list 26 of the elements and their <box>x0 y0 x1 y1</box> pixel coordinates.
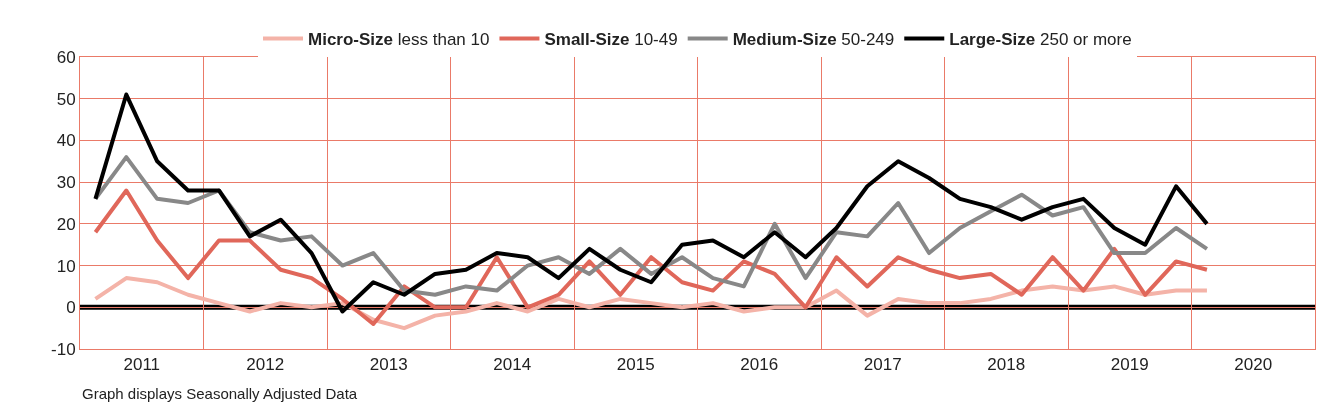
x-tick-label: 2012 <box>246 355 285 375</box>
line-series <box>93 276 1209 331</box>
x-tick-label: 2015 <box>616 355 655 375</box>
y-tick-label: 0 <box>66 298 76 318</box>
x-tick-label: 2017 <box>863 355 902 375</box>
y-tick-label: 10 <box>56 256 76 276</box>
legend-label: Large-Size 250 or more <box>949 30 1132 50</box>
y-tick-label: -10 <box>51 339 76 359</box>
x-tick-label: 2011 <box>123 355 161 375</box>
x-tick-label: 2016 <box>740 355 779 375</box>
legend-label: Small-Size 10-49 <box>544 30 678 50</box>
y-tick-label: 40 <box>56 131 76 151</box>
legend-label: Medium-Size 50-249 <box>732 30 895 50</box>
y-tick-label: 30 <box>56 173 76 193</box>
x-tick-label: 2014 <box>493 355 532 375</box>
legend-label: Micro-Size less than 10 <box>308 30 490 50</box>
y-tick-label: 20 <box>56 214 76 234</box>
x-tick-label: 2020 <box>1234 355 1273 375</box>
line-series <box>93 188 1209 326</box>
x-tick-label: 2013 <box>369 355 408 375</box>
y-tick-label: 60 <box>56 47 76 67</box>
text: Graph displays Seasonally Adjusted Data <box>82 385 358 402</box>
line-series <box>93 155 1209 297</box>
x-tick-label: 2019 <box>1110 355 1149 375</box>
y-tick-label: 50 <box>56 89 76 109</box>
x-tick-label: 2018 <box>987 355 1026 375</box>
